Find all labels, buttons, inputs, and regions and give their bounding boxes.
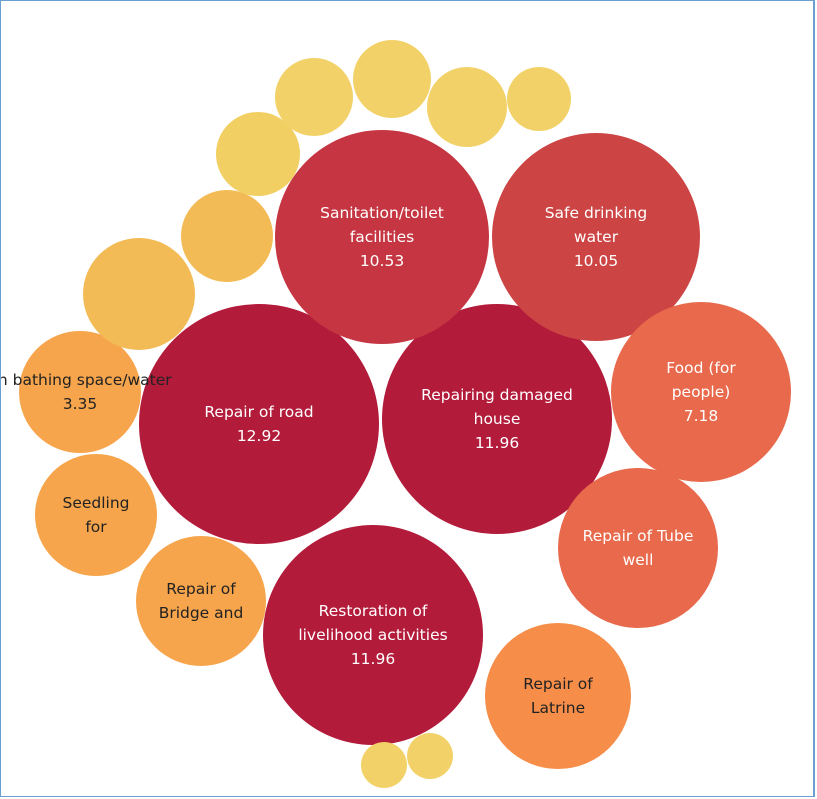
bubble-label: for xyxy=(85,518,107,536)
bubble-17[interactable] xyxy=(427,67,507,147)
bubble-value: 12.92 xyxy=(237,427,281,445)
bubble-14[interactable] xyxy=(216,112,300,196)
bubble-circle[interactable] xyxy=(507,67,571,131)
bubble-value: 3.35 xyxy=(63,395,98,413)
bubble-label: Repair of xyxy=(523,675,593,693)
bubble-9[interactable] xyxy=(19,331,141,453)
bubble-label: Repairing damaged xyxy=(421,386,573,404)
bubble-label: people) xyxy=(672,383,731,401)
bubble-label: Repair of road xyxy=(204,403,313,421)
bubble-circle[interactable] xyxy=(611,302,791,482)
bubble-3[interactable]: Restoration of livelihood activities 11.96 xyxy=(263,525,483,745)
bubble-circle[interactable] xyxy=(139,304,379,544)
bubble-label: livelihood activities xyxy=(298,626,447,644)
bubble-1[interactable]: Repair of road 12.92 xyxy=(139,304,379,544)
bubble-circle[interactable] xyxy=(275,130,489,344)
bubble-11[interactable]: Repair of Bridge and xyxy=(136,536,266,666)
bubble-circle[interactable] xyxy=(353,40,431,118)
bubble-label: water xyxy=(574,228,619,246)
bubble-label: Safe drinking xyxy=(545,204,648,222)
bubble-20[interactable] xyxy=(407,733,453,779)
bubble-15[interactable] xyxy=(275,58,353,136)
bubble-label: well xyxy=(623,551,654,569)
bubble-circle[interactable] xyxy=(83,238,195,350)
bubble-2[interactable]: Repairing damaged house 11.96 xyxy=(382,304,612,534)
bubble-circle[interactable] xyxy=(558,468,718,628)
bubble-circle[interactable] xyxy=(35,454,157,576)
bubble-circle[interactable] xyxy=(275,58,353,136)
bubble-circle[interactable] xyxy=(361,742,407,788)
bubble-circle[interactable] xyxy=(136,536,266,666)
bubble-10[interactable]: Seedling for xyxy=(35,454,157,576)
bubble-5[interactable]: Safe drinking water 10.05 xyxy=(492,133,700,341)
bubble-label: Repair of xyxy=(166,580,236,598)
bubble-18[interactable] xyxy=(507,67,571,131)
bubble-label: Food (for xyxy=(666,359,736,377)
bubble-8[interactable]: Repair of Latrine xyxy=(485,623,631,769)
bubble-label: Repair of Tube xyxy=(583,527,694,545)
bubble-circle[interactable] xyxy=(382,304,612,534)
bubble-label: Latrine xyxy=(531,699,585,717)
bubble-label: Seedling xyxy=(62,494,129,512)
bubble-12[interactable] xyxy=(83,238,195,350)
bubble-label: facilities xyxy=(350,228,414,246)
bubble-label: Bridge and xyxy=(159,604,244,622)
bubble-7[interactable]: Repair of Tube well xyxy=(558,468,718,628)
bubble-13[interactable] xyxy=(181,190,273,282)
bubble-circle[interactable] xyxy=(492,133,700,341)
bubble-label: Sanitation/toilet xyxy=(320,204,444,222)
bubble-label: on bathing space/water xyxy=(1,371,172,389)
bubble-value: 11.96 xyxy=(351,650,395,668)
bubble-circle[interactable] xyxy=(181,190,273,282)
bubble-value: 10.05 xyxy=(574,252,618,270)
bubble-value: 10.53 xyxy=(360,252,404,270)
bubble-6[interactable]: Food (for people) 7.18 xyxy=(611,302,791,482)
bubble-circle[interactable] xyxy=(407,733,453,779)
bubble-19[interactable] xyxy=(361,742,407,788)
bubble-circle[interactable] xyxy=(216,112,300,196)
bubble-label: Restoration of xyxy=(319,602,428,620)
bubble-circle[interactable] xyxy=(427,67,507,147)
bubble-value: 7.18 xyxy=(684,407,719,425)
bubble-16[interactable] xyxy=(353,40,431,118)
bubble-4[interactable]: Sanitation/toilet facilities 10.53 xyxy=(275,130,489,344)
bubble-label: house xyxy=(474,410,521,428)
bubble-value: 11.96 xyxy=(475,434,519,452)
bubble-circle[interactable] xyxy=(19,331,141,453)
bubble-circle[interactable] xyxy=(485,623,631,769)
bubble-circle[interactable] xyxy=(263,525,483,745)
